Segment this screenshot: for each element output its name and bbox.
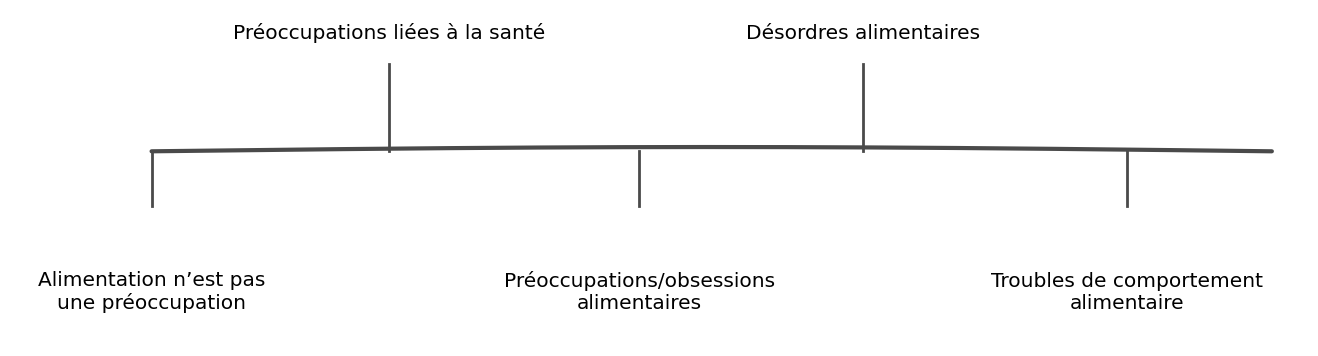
Text: Désordres alimentaires: Désordres alimentaires [746, 24, 981, 43]
Text: Alimentation n’est pas
une préoccupation: Alimentation n’est pas une préoccupation [38, 271, 265, 313]
Text: Préoccupations liées à la santé: Préoccupations liées à la santé [233, 23, 544, 43]
Text: Troubles de comportement
alimentaire: Troubles de comportement alimentaire [991, 272, 1263, 313]
Text: Préoccupations/obsessions
alimentaires: Préoccupations/obsessions alimentaires [503, 271, 775, 313]
